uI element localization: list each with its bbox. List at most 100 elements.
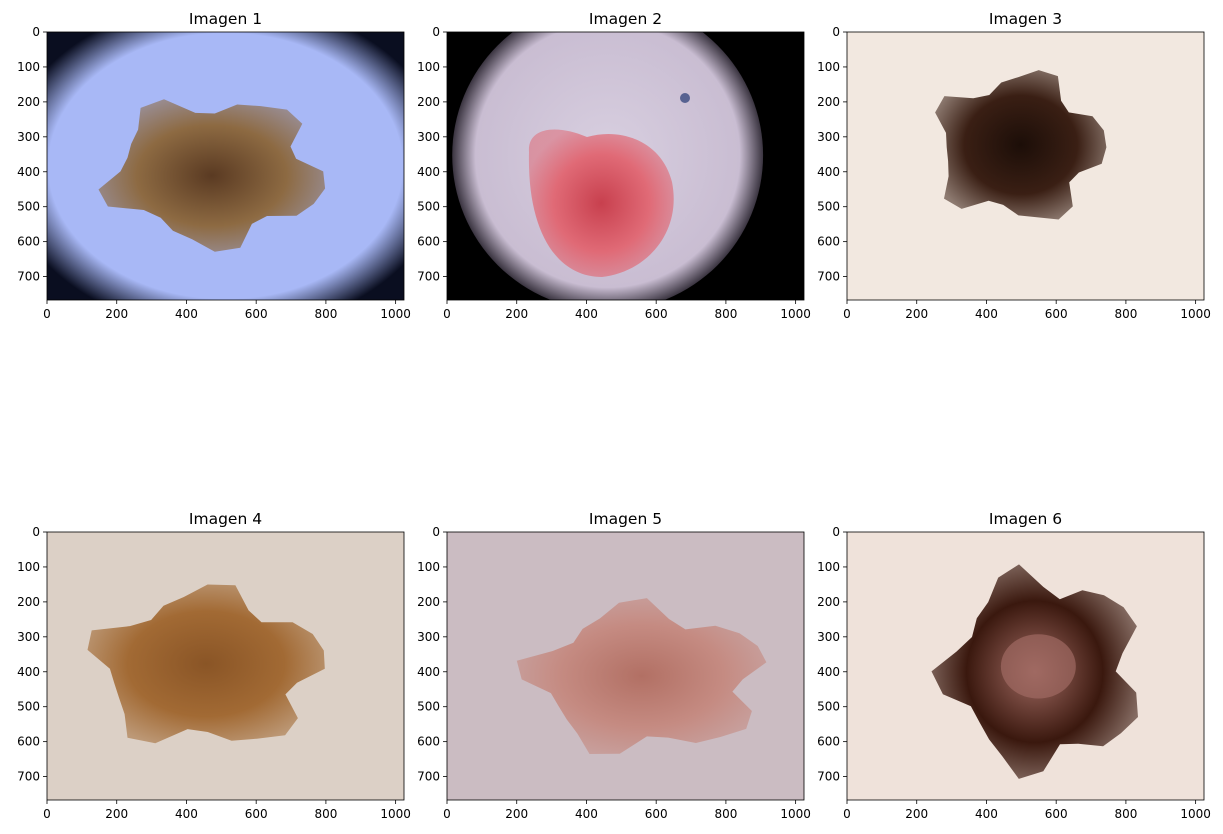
- x-tick-label: 200: [105, 307, 128, 321]
- y-tick-label: 300: [417, 130, 440, 144]
- x-tick-label: 200: [105, 807, 128, 821]
- y-tick-label: 100: [817, 560, 840, 574]
- y-tick-label: 100: [417, 560, 440, 574]
- x-tick-label: 800: [1114, 807, 1137, 821]
- y-tick-label: 500: [817, 700, 840, 714]
- y-tick-label: 600: [17, 235, 40, 249]
- dermoscopy-image: [447, 532, 804, 800]
- x-tick-label: 1000: [380, 807, 411, 821]
- panel-title: Imagen 3: [989, 10, 1062, 28]
- y-tick-label: 600: [417, 235, 440, 249]
- x-tick-label: 0: [843, 307, 851, 321]
- y-tick-label: 700: [817, 770, 840, 784]
- y-tick-label: 200: [417, 595, 440, 609]
- y-tick-label: 100: [417, 60, 440, 74]
- y-tick-label: 0: [32, 525, 40, 539]
- panel-1: Imagen 1 0 200 400 600 800 1000 0 100 200 300 400 50…: [17, 10, 411, 321]
- panel-3: Imagen 3 0 200 400 600 800 1000 0 100 200 300 400 50…: [817, 10, 1211, 321]
- y-tick-label: 300: [17, 130, 40, 144]
- y-tick-label: 300: [817, 630, 840, 644]
- panel-4: Imagen 4 0 200 400 600 800 1000 0 100 200 300 400 50…: [17, 510, 411, 821]
- panel-2: Imagen 2 0 200 400 600 800 1000 0 100 200 300 400 50…: [417, 10, 811, 321]
- y-tick-label: 300: [417, 630, 440, 644]
- axes-frame: [446, 531, 805, 801]
- y-tick-label: 500: [417, 200, 440, 214]
- y-tick-label: 0: [832, 525, 840, 539]
- y-tick-label: 100: [817, 60, 840, 74]
- y-tick-label: 0: [432, 25, 440, 39]
- y-tick-label: 100: [17, 60, 40, 74]
- x-tick-label: 200: [505, 807, 528, 821]
- panel-title: Imagen 6: [989, 510, 1062, 528]
- axes-frame: [446, 31, 805, 301]
- y-tick-label: 500: [17, 700, 40, 714]
- y-tick-label: 500: [817, 200, 840, 214]
- y-tick-label: 600: [17, 735, 40, 749]
- x-tick-label: 800: [314, 807, 337, 821]
- y-tick-label: 200: [417, 95, 440, 109]
- y-tick-label: 300: [17, 630, 40, 644]
- x-tick-label: 600: [245, 307, 268, 321]
- y-tick-label: 600: [417, 735, 440, 749]
- x-tick-label: 400: [575, 807, 598, 821]
- panel-title: Imagen 2: [589, 10, 662, 28]
- x-tick-label: 600: [245, 807, 268, 821]
- x-tick-label: 0: [443, 807, 451, 821]
- x-tick-label: 600: [645, 307, 668, 321]
- y-tick-label: 200: [817, 595, 840, 609]
- y-tick-label: 200: [17, 95, 40, 109]
- dermoscopy-image: [847, 32, 1204, 300]
- x-tick-label: 400: [175, 307, 198, 321]
- panel-title: Imagen 1: [189, 10, 262, 28]
- y-tick-label: 600: [817, 735, 840, 749]
- y-tick-label: 0: [32, 25, 40, 39]
- x-tick-label: 1000: [380, 307, 411, 321]
- y-tick-label: 200: [817, 95, 840, 109]
- y-tick-label: 400: [417, 665, 440, 679]
- x-tick-label: 1000: [1180, 807, 1211, 821]
- x-tick-label: 400: [575, 307, 598, 321]
- x-tick-label: 600: [1045, 807, 1068, 821]
- panel-title: Imagen 5: [589, 510, 662, 528]
- y-tick-label: 300: [817, 130, 840, 144]
- y-tick-label: 400: [417, 165, 440, 179]
- y-tick-label: 400: [817, 165, 840, 179]
- dermoscopy-image: [47, 532, 404, 800]
- x-tick-label: 1000: [780, 807, 811, 821]
- dermoscopy-image: [847, 532, 1204, 800]
- x-tick-label: 800: [714, 307, 737, 321]
- x-tick-label: 0: [43, 307, 51, 321]
- y-tick-label: 400: [817, 665, 840, 679]
- axes-frame: [46, 31, 405, 301]
- x-tick-label: 600: [645, 807, 668, 821]
- dermoscopy-image: [47, 32, 404, 300]
- y-tick-label: 700: [417, 270, 440, 284]
- y-tick-label: 500: [417, 700, 440, 714]
- x-tick-label: 800: [314, 307, 337, 321]
- y-tick-label: 700: [417, 770, 440, 784]
- y-tick-label: 700: [817, 270, 840, 284]
- y-tick-label: 0: [432, 525, 440, 539]
- y-tick-label: 0: [832, 25, 840, 39]
- panel-5: Imagen 5 0 200 400 600 800 1000 0 100 200 300 400 50…: [417, 510, 811, 821]
- y-tick-label: 700: [17, 770, 40, 784]
- x-tick-label: 400: [975, 307, 998, 321]
- panel-title: Imagen 4: [189, 510, 262, 528]
- x-tick-label: 800: [1114, 307, 1137, 321]
- x-tick-label: 600: [1045, 307, 1068, 321]
- y-tick-label: 500: [17, 200, 40, 214]
- y-tick-label: 700: [17, 270, 40, 284]
- axes-frame: [846, 531, 1205, 801]
- x-tick-label: 0: [843, 807, 851, 821]
- x-tick-label: 400: [175, 807, 198, 821]
- y-tick-label: 600: [817, 235, 840, 249]
- x-tick-label: 200: [905, 307, 928, 321]
- x-tick-label: 200: [505, 307, 528, 321]
- x-tick-label: 1000: [780, 307, 811, 321]
- y-tick-label: 200: [17, 595, 40, 609]
- dermoscopy-image: [447, 32, 804, 300]
- x-tick-label: 0: [443, 307, 451, 321]
- x-tick-label: 0: [43, 807, 51, 821]
- x-tick-label: 1000: [1180, 307, 1211, 321]
- y-tick-label: 100: [17, 560, 40, 574]
